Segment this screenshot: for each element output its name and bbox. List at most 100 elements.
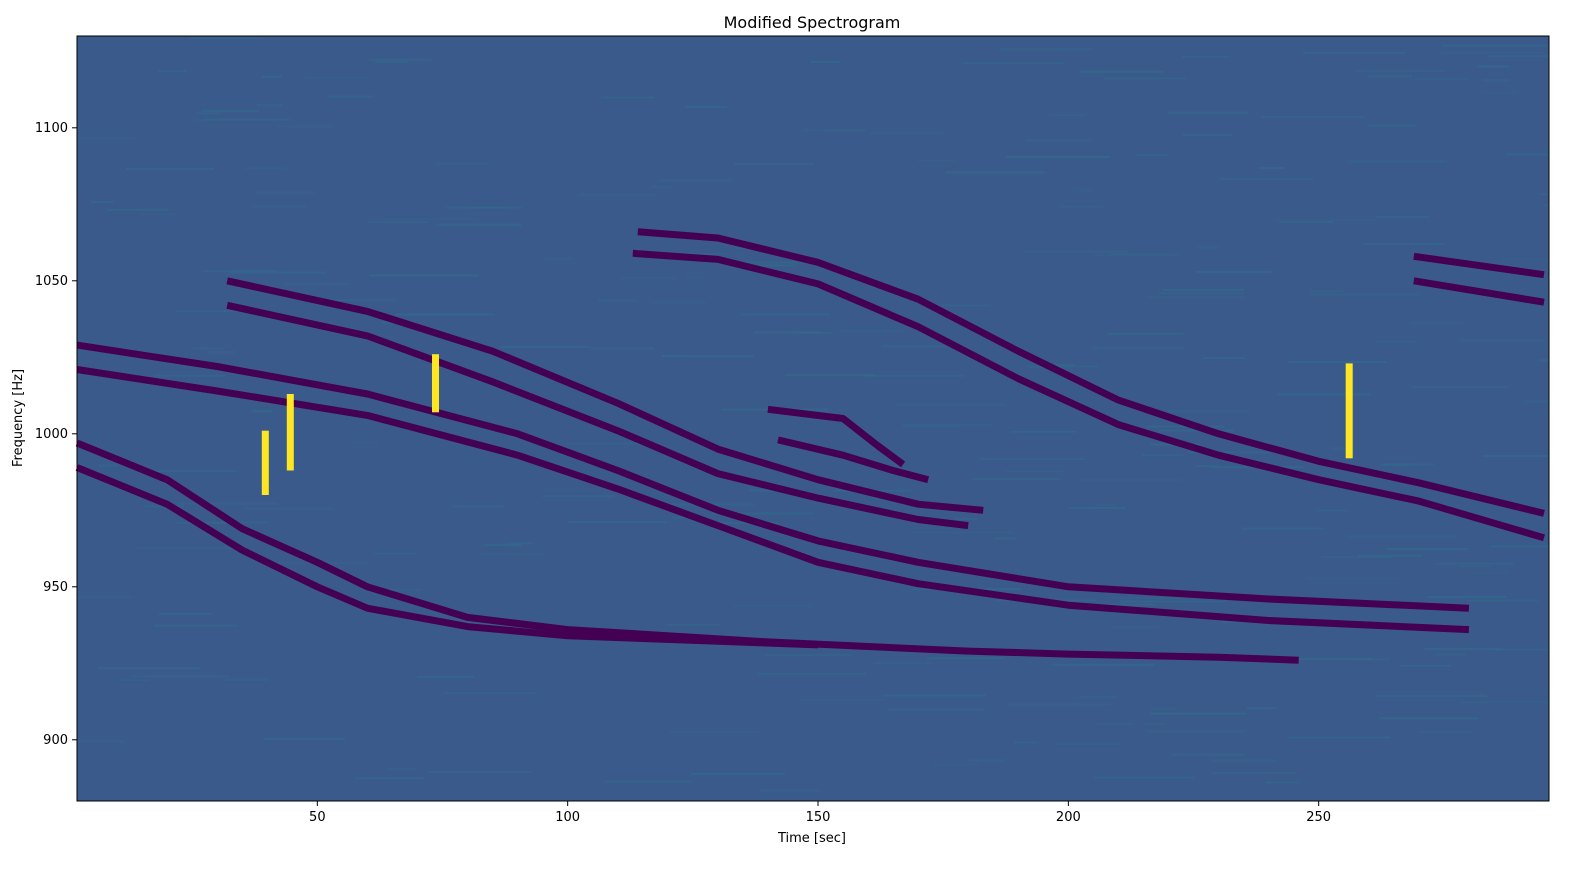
noise-streak: [603, 96, 655, 99]
noise-streak: [1150, 712, 1247, 715]
noise-streak: [1094, 776, 1195, 779]
trace-s2: [75, 464, 819, 649]
noise-streak: [1400, 664, 1451, 667]
trace-s9: [1413, 252, 1545, 279]
noise-streak: [940, 304, 991, 307]
noise-streak: [1543, 204, 1549, 207]
noise-streak: [765, 654, 852, 657]
noise-streak: [131, 675, 230, 678]
noise-streak: [1029, 365, 1098, 368]
noise-streak: [1283, 658, 1373, 660]
noise-streak: [1258, 167, 1285, 169]
highlight-bar-4: [1345, 363, 1353, 459]
noise-streak: [881, 345, 956, 348]
noise-streak: [1220, 177, 1314, 180]
noise-streak: [1458, 564, 1492, 567]
noise-streak: [228, 271, 326, 274]
noise-streak: [927, 657, 1004, 660]
noise-streak: [1351, 658, 1390, 661]
noise-streak: [1068, 507, 1126, 509]
noise-streak: [1095, 504, 1116, 507]
noise-streak: [604, 780, 692, 783]
noise-streak: [971, 478, 1060, 481]
noise-streak: [1331, 447, 1352, 450]
highlight-bar-3: [432, 354, 439, 413]
noise-streak: [1197, 246, 1219, 249]
noise-streak: [810, 61, 841, 63]
noise-streak: [1072, 189, 1093, 192]
noise-streak: [621, 277, 676, 280]
noise-streak: [1196, 270, 1273, 273]
noise-streak: [1057, 205, 1103, 208]
noise-streak: [1375, 215, 1430, 218]
noise-streak: [245, 507, 333, 510]
noise-streak: [651, 185, 673, 188]
noise-streak: [566, 442, 642, 445]
noise-streak: [544, 257, 571, 260]
noise-streak: [244, 167, 287, 170]
trace-s11: [767, 405, 906, 468]
noise-streak: [1108, 253, 1168, 255]
y-tick-label: 900: [43, 733, 68, 748]
noise-streak: [1026, 139, 1092, 142]
x-tick-label: 100: [555, 810, 580, 825]
noise-streak: [753, 264, 796, 267]
noise-streak: [1112, 626, 1160, 629]
noise-streak: [1419, 730, 1473, 733]
noise-streak: [1119, 600, 1226, 603]
noise-streak: [685, 276, 706, 279]
noise-streak: [1490, 545, 1549, 548]
noise-streak: [1022, 250, 1129, 253]
noise-streak: [374, 60, 409, 63]
noise-streak: [542, 495, 615, 498]
y-tick-label: 1050: [35, 274, 68, 289]
noise-streak: [1158, 429, 1234, 432]
y-tick-label: 950: [43, 580, 68, 595]
noise-streak: [328, 95, 373, 98]
y-axis: 900 950 1000 1050 1100: [35, 121, 77, 748]
noise-streak: [1158, 292, 1245, 295]
noise-streak: [1461, 701, 1549, 704]
noise-streak: [1379, 717, 1479, 720]
noise-streak: [482, 553, 544, 555]
noise-streak: [1524, 400, 1549, 403]
noise-streak: [1047, 364, 1075, 367]
noise-streak: [1386, 548, 1469, 550]
noise-streak: [757, 672, 866, 675]
noise-streak: [452, 505, 504, 508]
noise-streak: [261, 75, 282, 78]
noise-streak: [870, 132, 943, 135]
noise-streak: [253, 205, 306, 208]
highlight-bar-1: [261, 430, 269, 495]
noise-streak: [578, 193, 657, 196]
plot-area: [75, 35, 1550, 802]
trace-s3: [76, 341, 1470, 612]
noise-streak: [175, 522, 235, 524]
x-axis: 50 100 150 200 250: [309, 801, 1331, 825]
noise-streak: [1321, 556, 1393, 558]
noise-streak: [1202, 357, 1246, 359]
noise-streak: [428, 771, 532, 773]
y-axis-label: Frequency [Hz]: [11, 369, 26, 467]
noise-streak: [825, 129, 865, 132]
noise-streak: [589, 347, 654, 350]
noise-streak: [1482, 455, 1549, 458]
noise-streak: [1055, 743, 1122, 746]
noise-streak: [107, 208, 169, 211]
noise-streak: [256, 104, 283, 107]
plot-frame: [76, 35, 1550, 802]
noise-streak: [202, 270, 278, 273]
noise-streak: [912, 531, 1014, 534]
x-tick-label: 250: [1306, 810, 1331, 825]
noise-streak: [667, 623, 721, 626]
noise-streak: [98, 464, 119, 467]
noise-streak: [903, 423, 992, 426]
noise-streak: [369, 274, 479, 277]
noise-streak: [1493, 648, 1549, 651]
noise-streak: [1093, 347, 1185, 350]
noise-streak: [1506, 153, 1549, 156]
noise-streak: [154, 624, 238, 627]
noise-streak: [436, 223, 522, 226]
noise-streak: [1141, 454, 1184, 457]
noise-streak: [381, 218, 474, 221]
